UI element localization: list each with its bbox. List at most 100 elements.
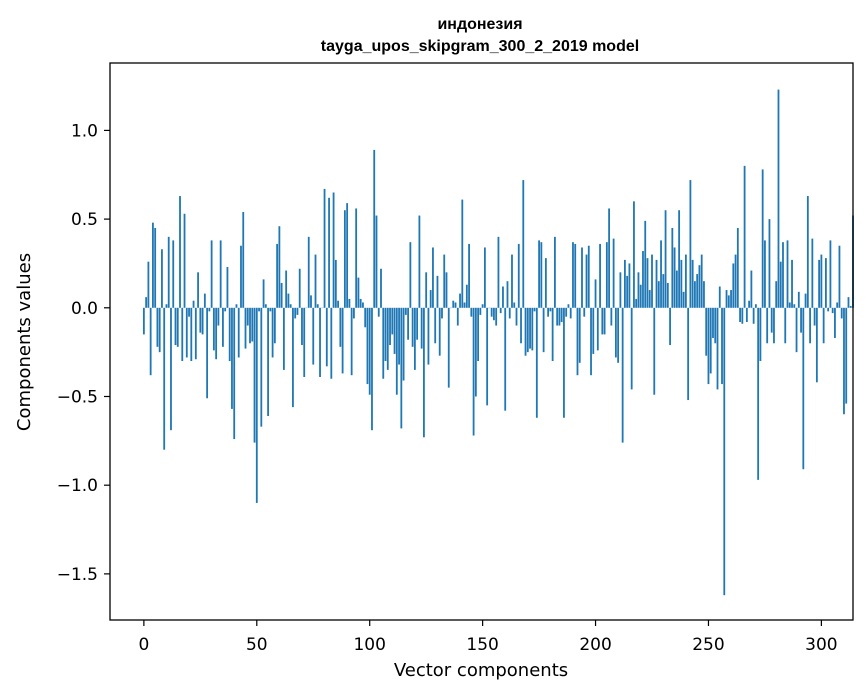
bar-191 xyxy=(574,243,577,308)
bar-11 xyxy=(167,236,170,308)
bar-301 xyxy=(822,307,825,344)
bar-149 xyxy=(479,307,482,315)
bar-30 xyxy=(210,240,213,308)
bar-150 xyxy=(481,304,484,308)
bar-221 xyxy=(642,251,644,308)
bar-182 xyxy=(553,236,556,308)
bar-90 xyxy=(346,203,349,308)
bar-139 xyxy=(456,307,459,326)
bar-112 xyxy=(395,307,398,395)
bar-78 xyxy=(319,307,321,377)
bar-133 xyxy=(443,254,446,308)
bar-280 xyxy=(775,281,778,308)
bar-46 xyxy=(246,307,249,326)
bar-56 xyxy=(269,307,272,312)
bar-124 xyxy=(423,307,425,438)
bar-66 xyxy=(292,307,294,408)
bar-64 xyxy=(287,293,290,308)
bar-291 xyxy=(800,307,802,333)
bar-106 xyxy=(382,307,385,379)
bar-307 xyxy=(836,302,839,308)
bar-19 xyxy=(185,307,188,358)
bar-162 xyxy=(508,307,511,319)
bar-188 xyxy=(567,304,570,308)
bar-176 xyxy=(540,242,543,308)
bar-187 xyxy=(565,307,568,317)
bar-256 xyxy=(721,307,723,385)
bar-286 xyxy=(788,302,791,308)
bar-300 xyxy=(820,254,823,308)
bar-31 xyxy=(212,307,215,351)
bar-295 xyxy=(809,307,811,344)
bar-250 xyxy=(707,307,710,385)
bar-180 xyxy=(549,307,552,312)
bar-177 xyxy=(542,307,545,353)
bar-51 xyxy=(258,307,260,312)
bar-39 xyxy=(231,307,233,409)
bar-2 xyxy=(147,261,150,308)
bar-278 xyxy=(770,307,773,333)
bar-259 xyxy=(727,295,730,308)
bar-185 xyxy=(560,307,563,322)
bar-6 xyxy=(156,307,159,347)
bar-304 xyxy=(829,240,832,308)
bar-281 xyxy=(777,89,780,308)
bar-272 xyxy=(757,307,760,480)
bar-121 xyxy=(416,307,419,340)
bar-98 xyxy=(364,307,367,328)
bar-298 xyxy=(815,307,818,383)
bar-179 xyxy=(547,307,550,317)
bar-194 xyxy=(581,247,583,308)
bar-55 xyxy=(267,307,269,417)
bar-290 xyxy=(797,291,800,308)
bar-20 xyxy=(188,307,190,317)
y-axis-label: Components values xyxy=(14,253,35,431)
bar-267 xyxy=(745,307,748,322)
bar-269 xyxy=(750,270,753,308)
bar-243 xyxy=(691,259,694,308)
bar-53 xyxy=(262,279,265,308)
bar-123 xyxy=(420,307,423,349)
bar-143 xyxy=(465,284,468,308)
bar-27 xyxy=(203,293,206,308)
bar-34 xyxy=(219,240,222,308)
bar-92 xyxy=(350,307,353,376)
bar-99 xyxy=(366,307,369,385)
bar-148 xyxy=(477,307,480,362)
bar-135 xyxy=(447,307,450,388)
bar-215 xyxy=(628,263,631,308)
bar-108 xyxy=(386,307,389,370)
bar-28 xyxy=(206,307,209,399)
bar-24 xyxy=(197,272,199,308)
bar-134 xyxy=(445,272,448,308)
bar-71 xyxy=(303,307,306,377)
y-tick-label: 0.0 xyxy=(71,299,98,319)
bar-251 xyxy=(709,307,712,374)
bar-25 xyxy=(199,307,202,333)
bar-114 xyxy=(400,307,403,429)
bar-15 xyxy=(176,307,179,347)
bar-59 xyxy=(276,243,279,308)
bar-101 xyxy=(371,307,373,431)
bar-247 xyxy=(700,254,703,308)
bar-1 xyxy=(145,297,148,308)
bar-201 xyxy=(596,307,599,351)
bar-258 xyxy=(725,290,728,308)
bar-75 xyxy=(312,307,315,365)
bar-225 xyxy=(651,254,653,308)
bar-305 xyxy=(831,307,834,314)
bar-95 xyxy=(357,277,360,308)
bar-57 xyxy=(271,307,274,358)
bar-138 xyxy=(454,302,457,308)
bar-309 xyxy=(840,307,843,319)
y-tick-label: −1.5 xyxy=(57,565,98,585)
bar-43 xyxy=(240,245,242,308)
bar-198 xyxy=(590,307,592,376)
bar-42 xyxy=(237,307,240,358)
bar-3 xyxy=(149,307,152,376)
bar-50 xyxy=(255,307,258,503)
bar-89 xyxy=(343,210,346,308)
bar-170 xyxy=(526,307,529,353)
